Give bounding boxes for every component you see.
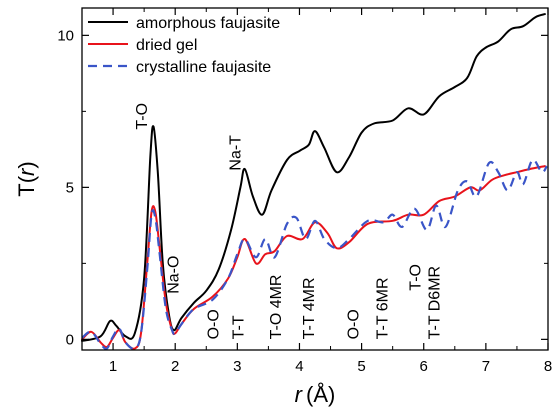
- y-axis-title-main: T(: [14, 175, 39, 196]
- y-tick-label: 0: [66, 331, 74, 348]
- x-tick-label: 4: [295, 358, 303, 375]
- y-tick-label: 5: [66, 179, 74, 196]
- annotation-label: T-T 4MR: [301, 277, 318, 339]
- plot-frame: [81, 7, 549, 351]
- x-tick-label: 8: [544, 358, 552, 375]
- annotation-label: T-T D6MR: [426, 266, 443, 339]
- x-axis-title-var: r: [295, 382, 304, 407]
- legend-label-crystalline: crystalline faujasite: [136, 59, 271, 76]
- series-layer: [81, 13, 548, 350]
- annotation-label: T-T: [231, 315, 248, 339]
- annotation-label: Na-O: [165, 256, 182, 294]
- x-tick-label: 7: [482, 358, 490, 375]
- y-axis-title-var: r: [14, 167, 39, 176]
- y-axis-title: T(r): [14, 161, 39, 196]
- series-line-crystalline: [81, 158, 548, 350]
- legend-label-amorphous: amorphous faujasite: [136, 15, 280, 32]
- annotation-label: O-O: [346, 309, 363, 339]
- x-tick-label: 2: [171, 358, 179, 375]
- annotation-label: O-O: [206, 309, 223, 339]
- series-line-amorphous: [81, 13, 546, 342]
- annotation-layer: T-O Na-O Na-T O-O T-T T-O 4MR T-T 4MR O-O T-T 6M…: [134, 103, 443, 339]
- y-tick-label: 10: [57, 27, 74, 44]
- legend-label-dried-gel: dried gel: [136, 37, 197, 54]
- annotation-label: T-O: [408, 264, 425, 291]
- annotation-label: Na-T: [227, 135, 244, 171]
- ticks-layer: 1 2 3 4 5 6 7 8 0 5 10: [57, 8, 552, 375]
- x-axis-title-unit: (Å): [306, 382, 335, 407]
- annotation-label: T-O 4MR: [268, 275, 285, 340]
- y-axis-title-close: ): [14, 161, 39, 168]
- annotation-label: T-O: [134, 103, 151, 130]
- x-tick-label: 6: [420, 358, 428, 375]
- x-tick-label: 1: [109, 358, 117, 375]
- x-tick-label: 5: [357, 358, 365, 375]
- annotation-label: T-T 6MR: [375, 277, 392, 339]
- legend: amorphous faujasite dried gel crystalline …: [88, 15, 280, 76]
- x-axis-title: r (Å): [295, 382, 336, 407]
- x-tick-label: 3: [233, 358, 241, 375]
